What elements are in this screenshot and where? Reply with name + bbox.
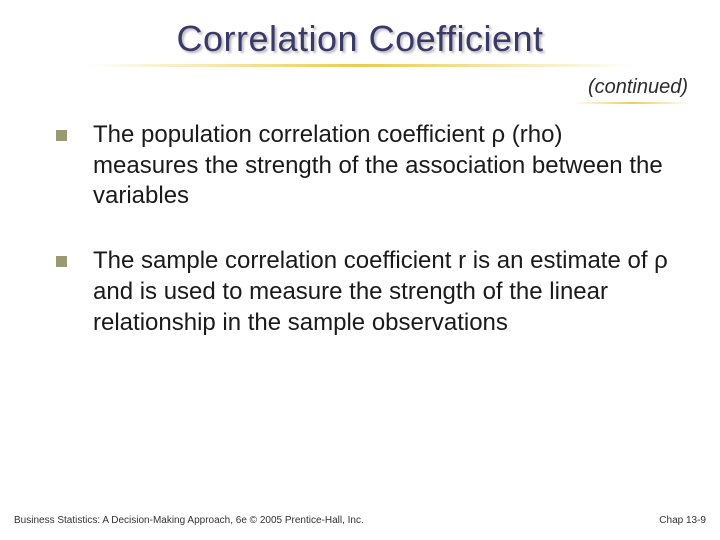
content-area: The population correlation coefficient ρ…	[50, 120, 680, 372]
square-bullet-icon	[56, 256, 67, 267]
bullet-item: The population correlation coefficient ρ…	[50, 120, 680, 212]
footer-copyright: Business Statistics: A Decision-Making A…	[14, 515, 364, 526]
square-bullet-icon	[56, 130, 67, 141]
footer-page-number: Chap 13-9	[659, 515, 706, 526]
title-container: Correlation Coefficient	[0, 0, 720, 67]
bullet-text: The population correlation coefficient ρ…	[93, 120, 673, 212]
continued-label: (continued)	[588, 76, 688, 99]
bullet-text: The sample correlation coefficient r is …	[93, 246, 673, 338]
slide: Correlation Coefficient (continued) The …	[0, 0, 720, 540]
bullet-item: The sample correlation coefficient r is …	[50, 246, 680, 338]
slide-title: Correlation Coefficient	[176, 18, 543, 60]
title-underline-accent	[85, 64, 635, 67]
continued-underline-accent	[572, 102, 692, 104]
